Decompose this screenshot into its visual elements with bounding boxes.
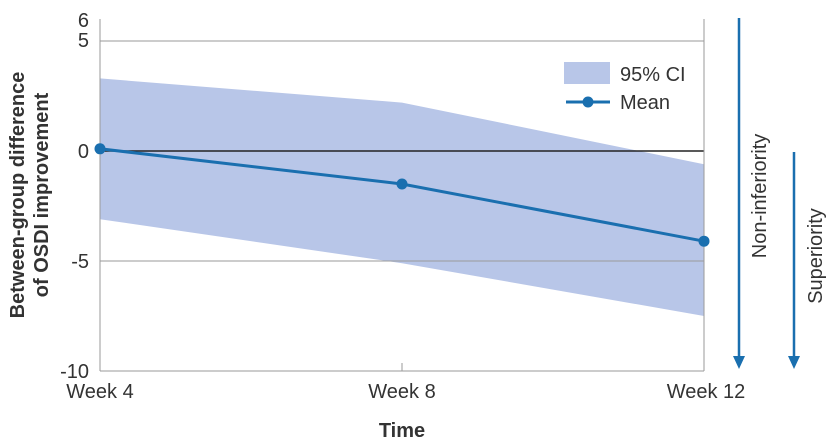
superiority-arrow-head	[788, 356, 800, 369]
mean-point	[94, 143, 106, 155]
y-axis-title-line-1: Between-group difference	[7, 72, 29, 319]
superiority-annotation: Superiority	[788, 152, 827, 369]
y-axis-title-line-2: of OSDI improvement	[31, 92, 53, 297]
non-inferiority-label: Non-inferiority	[749, 134, 771, 258]
y-tick-label: 5	[78, 30, 89, 52]
legend-mean-marker	[582, 96, 594, 108]
x-tick-label: Week 8	[368, 381, 435, 403]
mean-point	[396, 178, 408, 190]
axes	[99, 19, 705, 372]
x-tick-label: Week 4	[66, 381, 133, 403]
ci-band-layer	[100, 78, 704, 317]
non-inferiority-annotation: Non-inferiority	[733, 18, 771, 369]
x-tick-label: Week 12	[667, 381, 746, 403]
legend-ci-swatch	[564, 62, 610, 84]
x-axis-title: Time	[379, 420, 425, 442]
y-tick-label: -10	[60, 361, 89, 383]
non-inferiority-arrow-head	[733, 356, 745, 369]
y-tick-label: -5	[71, 251, 89, 273]
ci-band	[100, 78, 704, 317]
superiority-label: Superiority	[805, 208, 827, 304]
y-tick-label: 0	[78, 141, 89, 163]
y-tick-label: 6	[78, 10, 89, 32]
legend-mean-label: Mean	[620, 92, 670, 114]
legend-ci-label: 95% CI	[620, 64, 686, 86]
gridlines	[100, 40, 704, 262]
legend: 95% CI Mean	[564, 62, 686, 114]
labels-layer: -10 -5 0 56 Week 4 Week 8 Week 12 Time Between-g…	[7, 10, 745, 442]
series-layer	[94, 143, 710, 247]
mean-point	[698, 235, 710, 247]
